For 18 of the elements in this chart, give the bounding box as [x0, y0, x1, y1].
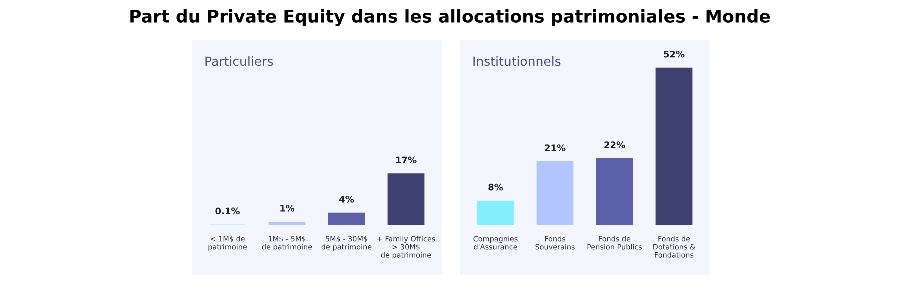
data-label: 52%	[664, 50, 685, 58]
bar	[536, 162, 574, 225]
bar	[328, 212, 366, 225]
data-label: 17%	[396, 156, 417, 164]
data-label: 22%	[604, 142, 626, 148]
chart-subtitle: Institutionnels	[474, 56, 561, 66]
chart-title: Part du Private Equity dans les allocations patrimoniales - Monde	[130, 10, 770, 26]
chart-subtitle: Particuliers	[206, 56, 274, 66]
data-label: 8%	[488, 184, 504, 191]
bar	[388, 174, 425, 225]
bar	[477, 200, 514, 225]
bar	[596, 158, 634, 225]
data-label: 21%	[545, 144, 566, 152]
bar	[656, 68, 693, 225]
data-label: 4%	[339, 196, 354, 203]
data-label: 1%	[280, 205, 295, 212]
bar	[268, 222, 306, 225]
data-label: 0.1%	[216, 208, 240, 215]
